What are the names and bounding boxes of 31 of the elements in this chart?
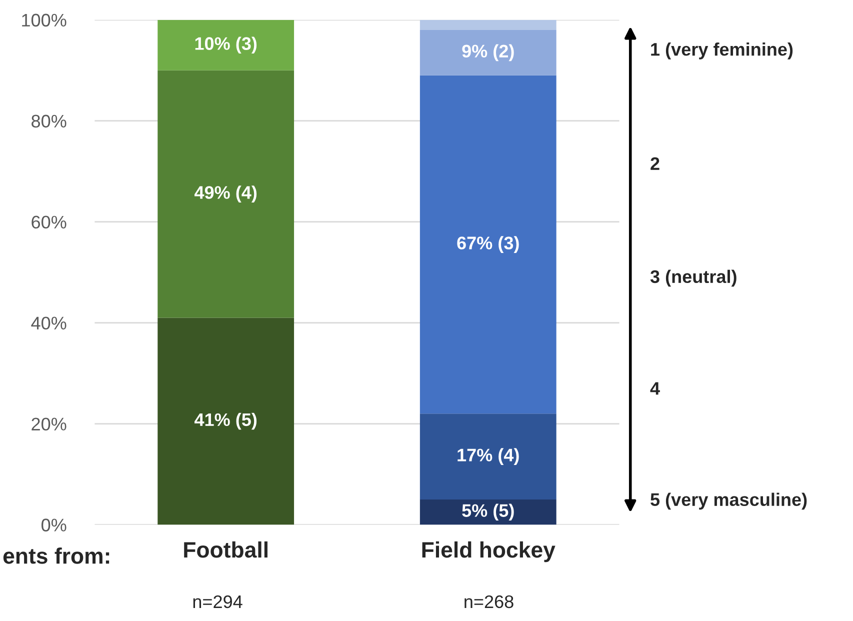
bar xyxy=(158,20,294,70)
data-label: 10% (3) xyxy=(195,36,257,54)
bar xyxy=(420,20,556,30)
data-label: 9% (2) xyxy=(462,44,514,62)
text: n=268 xyxy=(464,595,514,608)
y-tick-label: 60% xyxy=(32,216,66,229)
y-tick-label: 0% xyxy=(42,518,66,532)
x-tick-label: Football xyxy=(184,541,268,558)
data-label: 67% (3) xyxy=(457,236,519,253)
y-tick-label: 80% xyxy=(32,114,66,128)
text: 2 xyxy=(650,157,660,170)
bar xyxy=(420,75,556,414)
bar xyxy=(158,318,294,525)
data-label: 49% (4) xyxy=(194,186,257,202)
data-label: 17% (4) xyxy=(458,448,519,466)
text: 1 (very feminine) xyxy=(651,42,793,60)
y-tick-label: 20% xyxy=(32,418,66,430)
text: 5 (very masculine) xyxy=(650,492,807,510)
data-label: 5% (5) xyxy=(462,504,514,521)
bar xyxy=(158,70,294,318)
x-tick-label: Field hockey xyxy=(422,541,556,562)
bar xyxy=(420,30,556,76)
bar xyxy=(420,500,556,525)
text: n=294 xyxy=(193,595,242,608)
bar xyxy=(420,414,556,500)
data-label: 41% (5) xyxy=(194,412,257,430)
text: 4 xyxy=(650,382,660,395)
text: ents from: xyxy=(3,548,110,564)
y-tick-label: 40% xyxy=(31,316,66,330)
y-tick-label: 100% xyxy=(22,14,66,27)
text: 3 (neutral) xyxy=(650,270,736,287)
